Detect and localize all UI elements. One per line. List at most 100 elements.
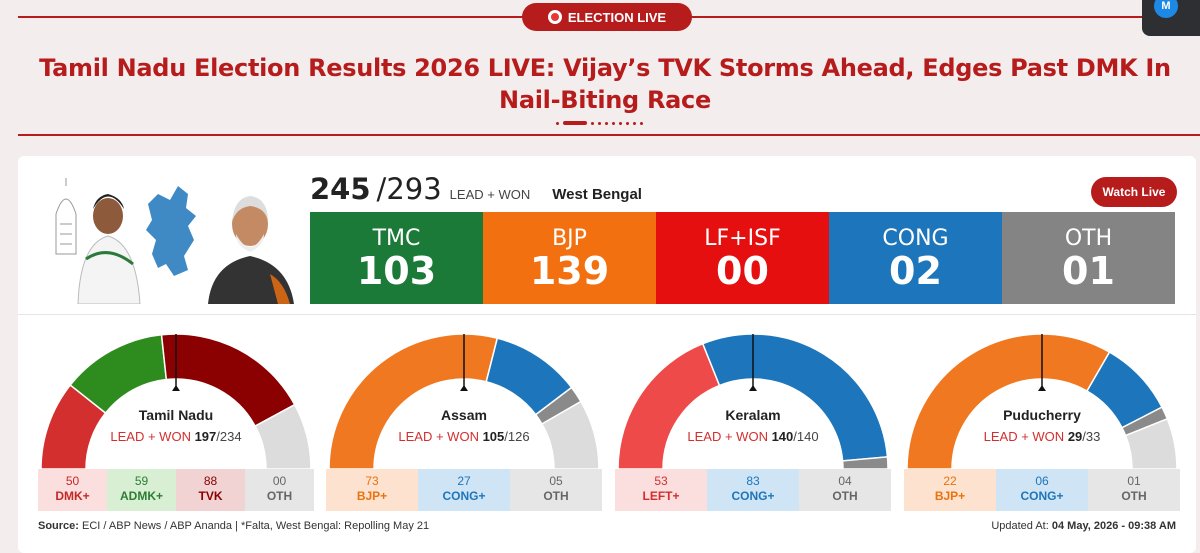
party-box-oth[interactable]: 05 OTH (510, 469, 602, 511)
lead-won-total: /33 (1082, 429, 1101, 444)
source-note: Source: ECI / ABP News / ABP Ananda | *F… (38, 520, 429, 532)
wb-party-tally: TMC 103 BJP 139 LF+ISF 00 CONG 02 OTH 01 (310, 212, 1175, 304)
party-box-oth[interactable]: 04 OTH (799, 469, 891, 511)
gauge-arc (617, 333, 889, 469)
lead-won-value: 29 (1067, 429, 1083, 444)
party-seats: 73 (365, 474, 379, 488)
updated-value: 04 May, 2026 - 09:38 AM (1048, 520, 1176, 532)
majority-marker-arrow (749, 385, 757, 391)
party-name: LF+ISF (704, 226, 781, 251)
party-label: OTH (832, 489, 858, 503)
party-label: OTH (1121, 489, 1147, 503)
results-card: 245/293 LEAD + WON West Bengal Watch Liv… (18, 156, 1196, 553)
party-name: OTH (1064, 226, 1113, 251)
party-box-admk-plus[interactable]: 59 ADMK+ (107, 469, 176, 511)
party-seats: 59 (134, 474, 149, 488)
party-box-left-plus[interactable]: 53 LEFT+ (615, 469, 707, 511)
state-name: Puducherry (1003, 407, 1081, 423)
party-tile-tmc[interactable]: TMC 103 (310, 212, 483, 304)
wb-total: /293 (376, 172, 442, 206)
source-label: Source: (38, 520, 79, 532)
wb-summary: 245/293 LEAD + WON West Bengal (310, 172, 642, 206)
party-label: OTH (543, 489, 569, 503)
source-text: ECI / ABP News / ABP Ananda | *Falta, We… (78, 520, 430, 532)
party-tile-bjp[interactable]: BJP 139 (483, 212, 656, 304)
party-tile-cong[interactable]: CONG 02 (829, 212, 1002, 304)
carousel-dot[interactable] (556, 121, 559, 125)
state-gauge-keralam[interactable]: Keralam LEAD + WON 140/140 53 LEFT+ 83 CONG+ 0… (615, 324, 891, 514)
election-live-label: ELECTION LIVE (567, 9, 667, 25)
party-box-cong-plus[interactable]: 27 CONG+ (418, 469, 510, 511)
party-box-oth[interactable]: 01 OTH (1088, 469, 1180, 511)
majority-marker-arrow (172, 385, 180, 391)
election-live-badge[interactable]: ELECTION LIVE (522, 3, 692, 31)
notification-popup[interactable]: M (1142, 0, 1200, 36)
carousel-dot[interactable] (640, 121, 643, 125)
carousel-indicator[interactable] (556, 121, 643, 125)
state-lead-won: LEAD + WON 140/140 (615, 429, 891, 444)
state-name: Keralam (725, 407, 781, 423)
watch-live-button[interactable]: Watch Live (1091, 177, 1177, 207)
party-seats: 04 (838, 474, 852, 488)
gauge-segment-oth (841, 456, 889, 469)
party-seats: 83 (746, 474, 760, 488)
state-lead-won: LEAD + WON 105/126 (326, 429, 602, 444)
state-lead-won: LEAD + WON 29/33 (904, 429, 1180, 444)
gauge-segment-remaining (1124, 417, 1178, 469)
lead-won-label: LEAD + WON (983, 429, 1068, 444)
carousel-dot[interactable] (612, 121, 615, 125)
state-gauge-puducherry[interactable]: Puducherry LEAD + WON 29/33 22 BJP+ 06 CONG+ 0… (904, 324, 1180, 514)
party-seats: 01 (1062, 249, 1115, 293)
party-box-cong-plus[interactable]: 83 CONG+ (707, 469, 799, 511)
party-seats: 05 (549, 474, 563, 488)
party-seats: 27 (457, 474, 471, 488)
party-box-tvk[interactable]: 88 TVK (176, 469, 245, 511)
majority-marker-arrow (1038, 385, 1046, 391)
party-tile-oth[interactable]: OTH 01 (1002, 212, 1175, 304)
gauge-arc (906, 333, 1178, 469)
gauge-arc (40, 333, 312, 469)
wb-state-name: West Bengal (552, 186, 642, 203)
carousel-dot[interactable] (591, 121, 594, 125)
leaders-illustration (55, 178, 294, 304)
lead-won-label: LEAD + WON (398, 429, 483, 444)
page-title[interactable]: Tamil Nadu Election Results 2026 LIVE: V… (39, 54, 1171, 114)
party-label: TVK (198, 489, 223, 503)
carousel-dot[interactable] (598, 121, 601, 125)
party-seats: 06 (1035, 474, 1049, 488)
carousel-dot[interactable] (605, 121, 608, 125)
party-box-bjp-plus[interactable]: 73 BJP+ (326, 469, 418, 511)
carousel-dot-active[interactable] (563, 121, 587, 125)
party-seats: 00 (716, 249, 769, 293)
party-breakdown: 73 BJP+ 27 CONG+ 05 OTH (326, 469, 602, 511)
carousel-dot[interactable] (619, 121, 622, 125)
state-name: Tamil Nadu (138, 407, 214, 423)
state-lead-won: LEAD + WON 197/234 (38, 429, 314, 444)
party-label: CONG+ (731, 489, 775, 503)
party-seats: 00 (272, 474, 287, 488)
party-seats: 139 (529, 249, 610, 293)
party-box-oth[interactable]: 00 OTH (245, 469, 314, 511)
party-seats: 53 (654, 474, 668, 488)
party-seats: 02 (889, 249, 942, 293)
state-gauge-assam[interactable]: Assam LEAD + WON 105/126 73 BJP+ 27 CONG+ 05 OT… (326, 324, 602, 514)
party-tile-lf-isf[interactable]: LF+ISF 00 (656, 212, 829, 304)
party-label: ADMK+ (119, 489, 163, 503)
party-box-cong-plus[interactable]: 06 CONG+ (996, 469, 1088, 511)
party-box-bjp-plus[interactable]: 22 BJP+ (904, 469, 996, 511)
section-divider (18, 314, 1196, 315)
lead-won-value: 105 (482, 429, 505, 444)
party-seats: 01 (1127, 474, 1141, 488)
carousel-dot[interactable] (633, 121, 636, 125)
party-box-dmk-plus[interactable]: 50 DMK+ (38, 469, 107, 511)
party-breakdown: 22 BJP+ 06 CONG+ 01 OTH (904, 469, 1180, 511)
lead-won-value: 140 (771, 429, 794, 444)
party-name: TMC (372, 226, 421, 251)
carousel-dot[interactable] (626, 121, 629, 125)
party-label: OTH (266, 489, 293, 503)
lead-won-total: /234 (216, 429, 242, 444)
party-label: CONG+ (442, 489, 486, 503)
updated-at: Updated At: 04 May, 2026 - 09:38 AM (991, 520, 1176, 532)
state-gauge-tamil-nadu[interactable]: Tamil Nadu LEAD + WON 197/234 50 DMK+ 59 ADMK… (38, 324, 314, 514)
party-label: LEFT+ (642, 489, 680, 503)
